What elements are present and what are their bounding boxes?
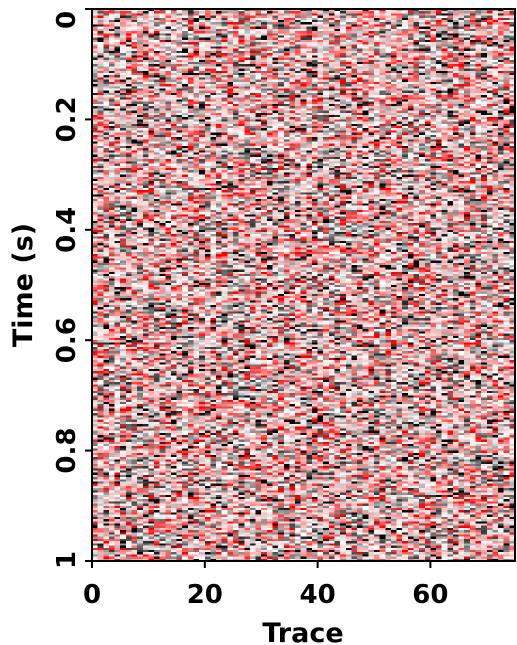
y-tick-label: 1 [52, 551, 82, 569]
plot-frame [91, 8, 516, 562]
x-tick-label: 60 [412, 580, 448, 610]
y-tick-label: 0 [52, 11, 82, 29]
y-axis-label: Time (s) [8, 223, 39, 347]
y-tick-label: 0.6 [52, 317, 82, 363]
seismic-noise-image [92, 9, 515, 561]
y-tick-label: 0.4 [52, 207, 82, 253]
x-axis-ticks: 0 20 40 60 [83, 561, 448, 610]
x-tick-label: 0 [83, 580, 101, 610]
x-tick-label: 40 [300, 580, 336, 610]
y-axis-ticks: 0 0.2 0.4 0.6 0.8 1 [52, 8, 92, 569]
seismic-image [92, 9, 515, 561]
x-axis-label: Trace [262, 618, 343, 645]
y-tick-label: 0.2 [52, 96, 82, 142]
y-tick-label: 0.8 [52, 428, 82, 474]
x-tick-label: 20 [187, 580, 223, 610]
